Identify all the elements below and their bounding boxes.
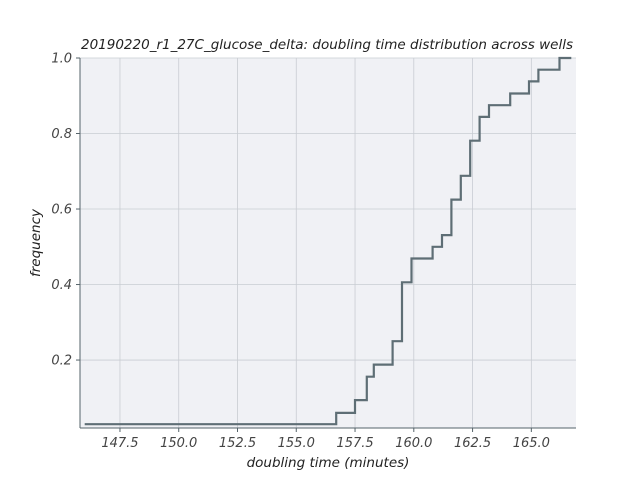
x-tick-label: 157.5 bbox=[336, 436, 373, 451]
x-tick-label: 165.0 bbox=[513, 436, 550, 451]
x-tick-label: 147.5 bbox=[101, 436, 138, 451]
x-tick-label: 162.5 bbox=[454, 436, 491, 451]
y-tick-label: 0.6 bbox=[51, 203, 72, 218]
x-tick-label: 150.0 bbox=[160, 436, 197, 451]
chart-title: 20190220_r1_27C_glucose_delta: doubling … bbox=[81, 37, 573, 53]
y-tick-label: 1.0 bbox=[51, 52, 72, 67]
cdf-step-line bbox=[84, 56, 572, 426]
plot-background bbox=[80, 58, 576, 428]
y-tick-label: 0.2 bbox=[51, 354, 72, 369]
y-tick-label: 0.4 bbox=[51, 278, 72, 293]
x-tick-label: 152.5 bbox=[219, 436, 256, 451]
y-axis-ticks: 0.2 0.4 0.6 0.8 1.0 bbox=[51, 52, 80, 369]
y-tick-label: 0.8 bbox=[51, 127, 72, 142]
x-tick-label: 160.0 bbox=[395, 436, 432, 451]
x-axis-label: doubling time (minutes) bbox=[247, 455, 410, 471]
grid-lines bbox=[80, 57, 576, 428]
x-axis-ticks: 147.5 150.0 152.5 155.0 157.5 160.0 162.5 165.0 bbox=[101, 428, 550, 451]
x-tick-label: 155.0 bbox=[278, 436, 315, 451]
y-axis-label: frequency bbox=[28, 208, 44, 277]
